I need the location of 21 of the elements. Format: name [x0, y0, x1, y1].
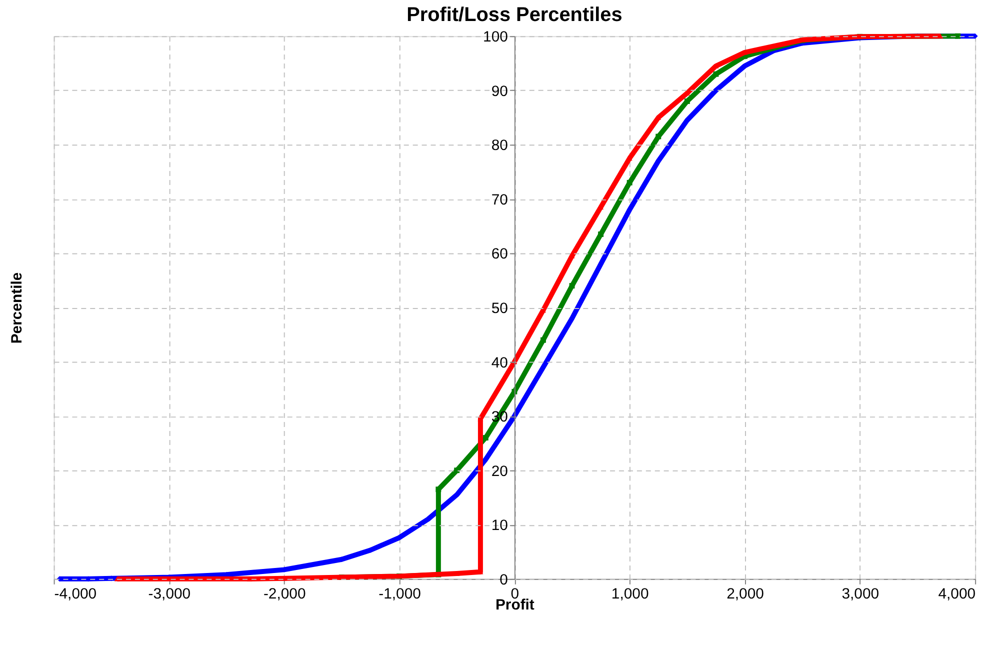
x-tick-label: 1,000 [611, 585, 649, 602]
x-tick-label: 2,000 [726, 585, 764, 602]
x-tick-label: 3,000 [842, 585, 880, 602]
y-tick-label: 70 [491, 191, 508, 208]
y-tick-label: 0 [500, 571, 508, 588]
x-tick-label: -1,000 [378, 585, 421, 602]
chart-title: Profit/Loss Percentiles [406, 4, 622, 26]
y-tick-label: 90 [491, 82, 508, 100]
y-tick-label: 60 [491, 246, 508, 263]
x-tick-label: -3,000 [148, 585, 191, 602]
y-tick-label: 80 [491, 137, 508, 154]
y-tick-label: 100 [483, 28, 508, 46]
y-tick-label: 20 [491, 462, 508, 480]
y-tick-label: 40 [491, 354, 508, 372]
x-tick-label: -4,000 [54, 585, 97, 602]
x-tick-label: 4,000 [938, 585, 976, 602]
y-tick-label: 50 [491, 300, 508, 317]
y-axis-title: Percentile [8, 272, 26, 344]
x-tick-label: 0 [510, 585, 520, 602]
y-tick-label: 10 [491, 517, 508, 534]
x-tick-label: -2,000 [263, 585, 306, 602]
